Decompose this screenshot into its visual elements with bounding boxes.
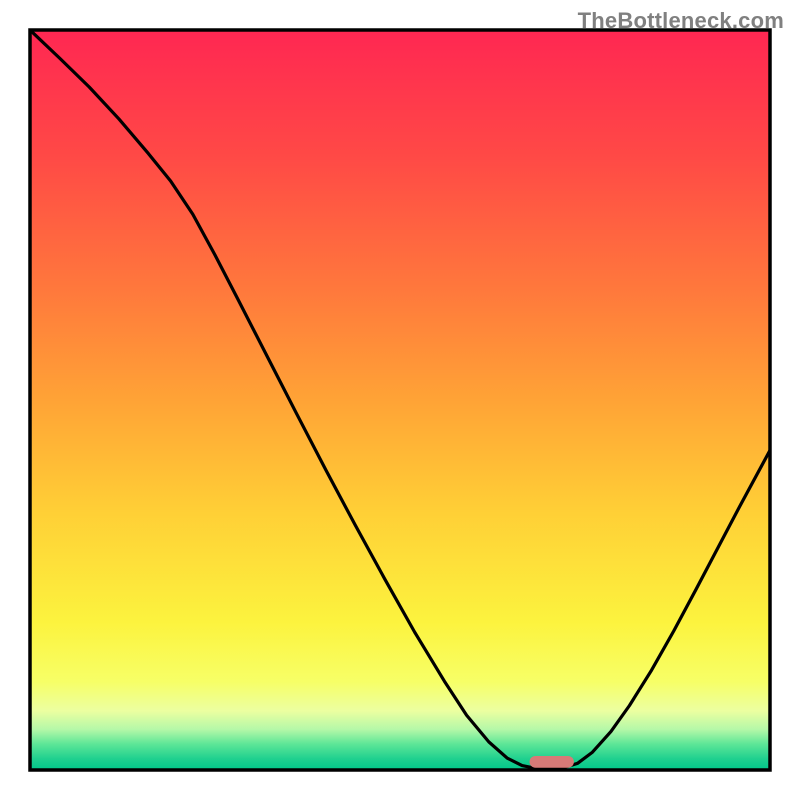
- bottleneck-chart: [0, 0, 800, 800]
- watermark-text: TheBottleneck.com: [578, 8, 784, 34]
- figure-container: TheBottleneck.com: [0, 0, 800, 800]
- optimal-marker: [530, 756, 574, 768]
